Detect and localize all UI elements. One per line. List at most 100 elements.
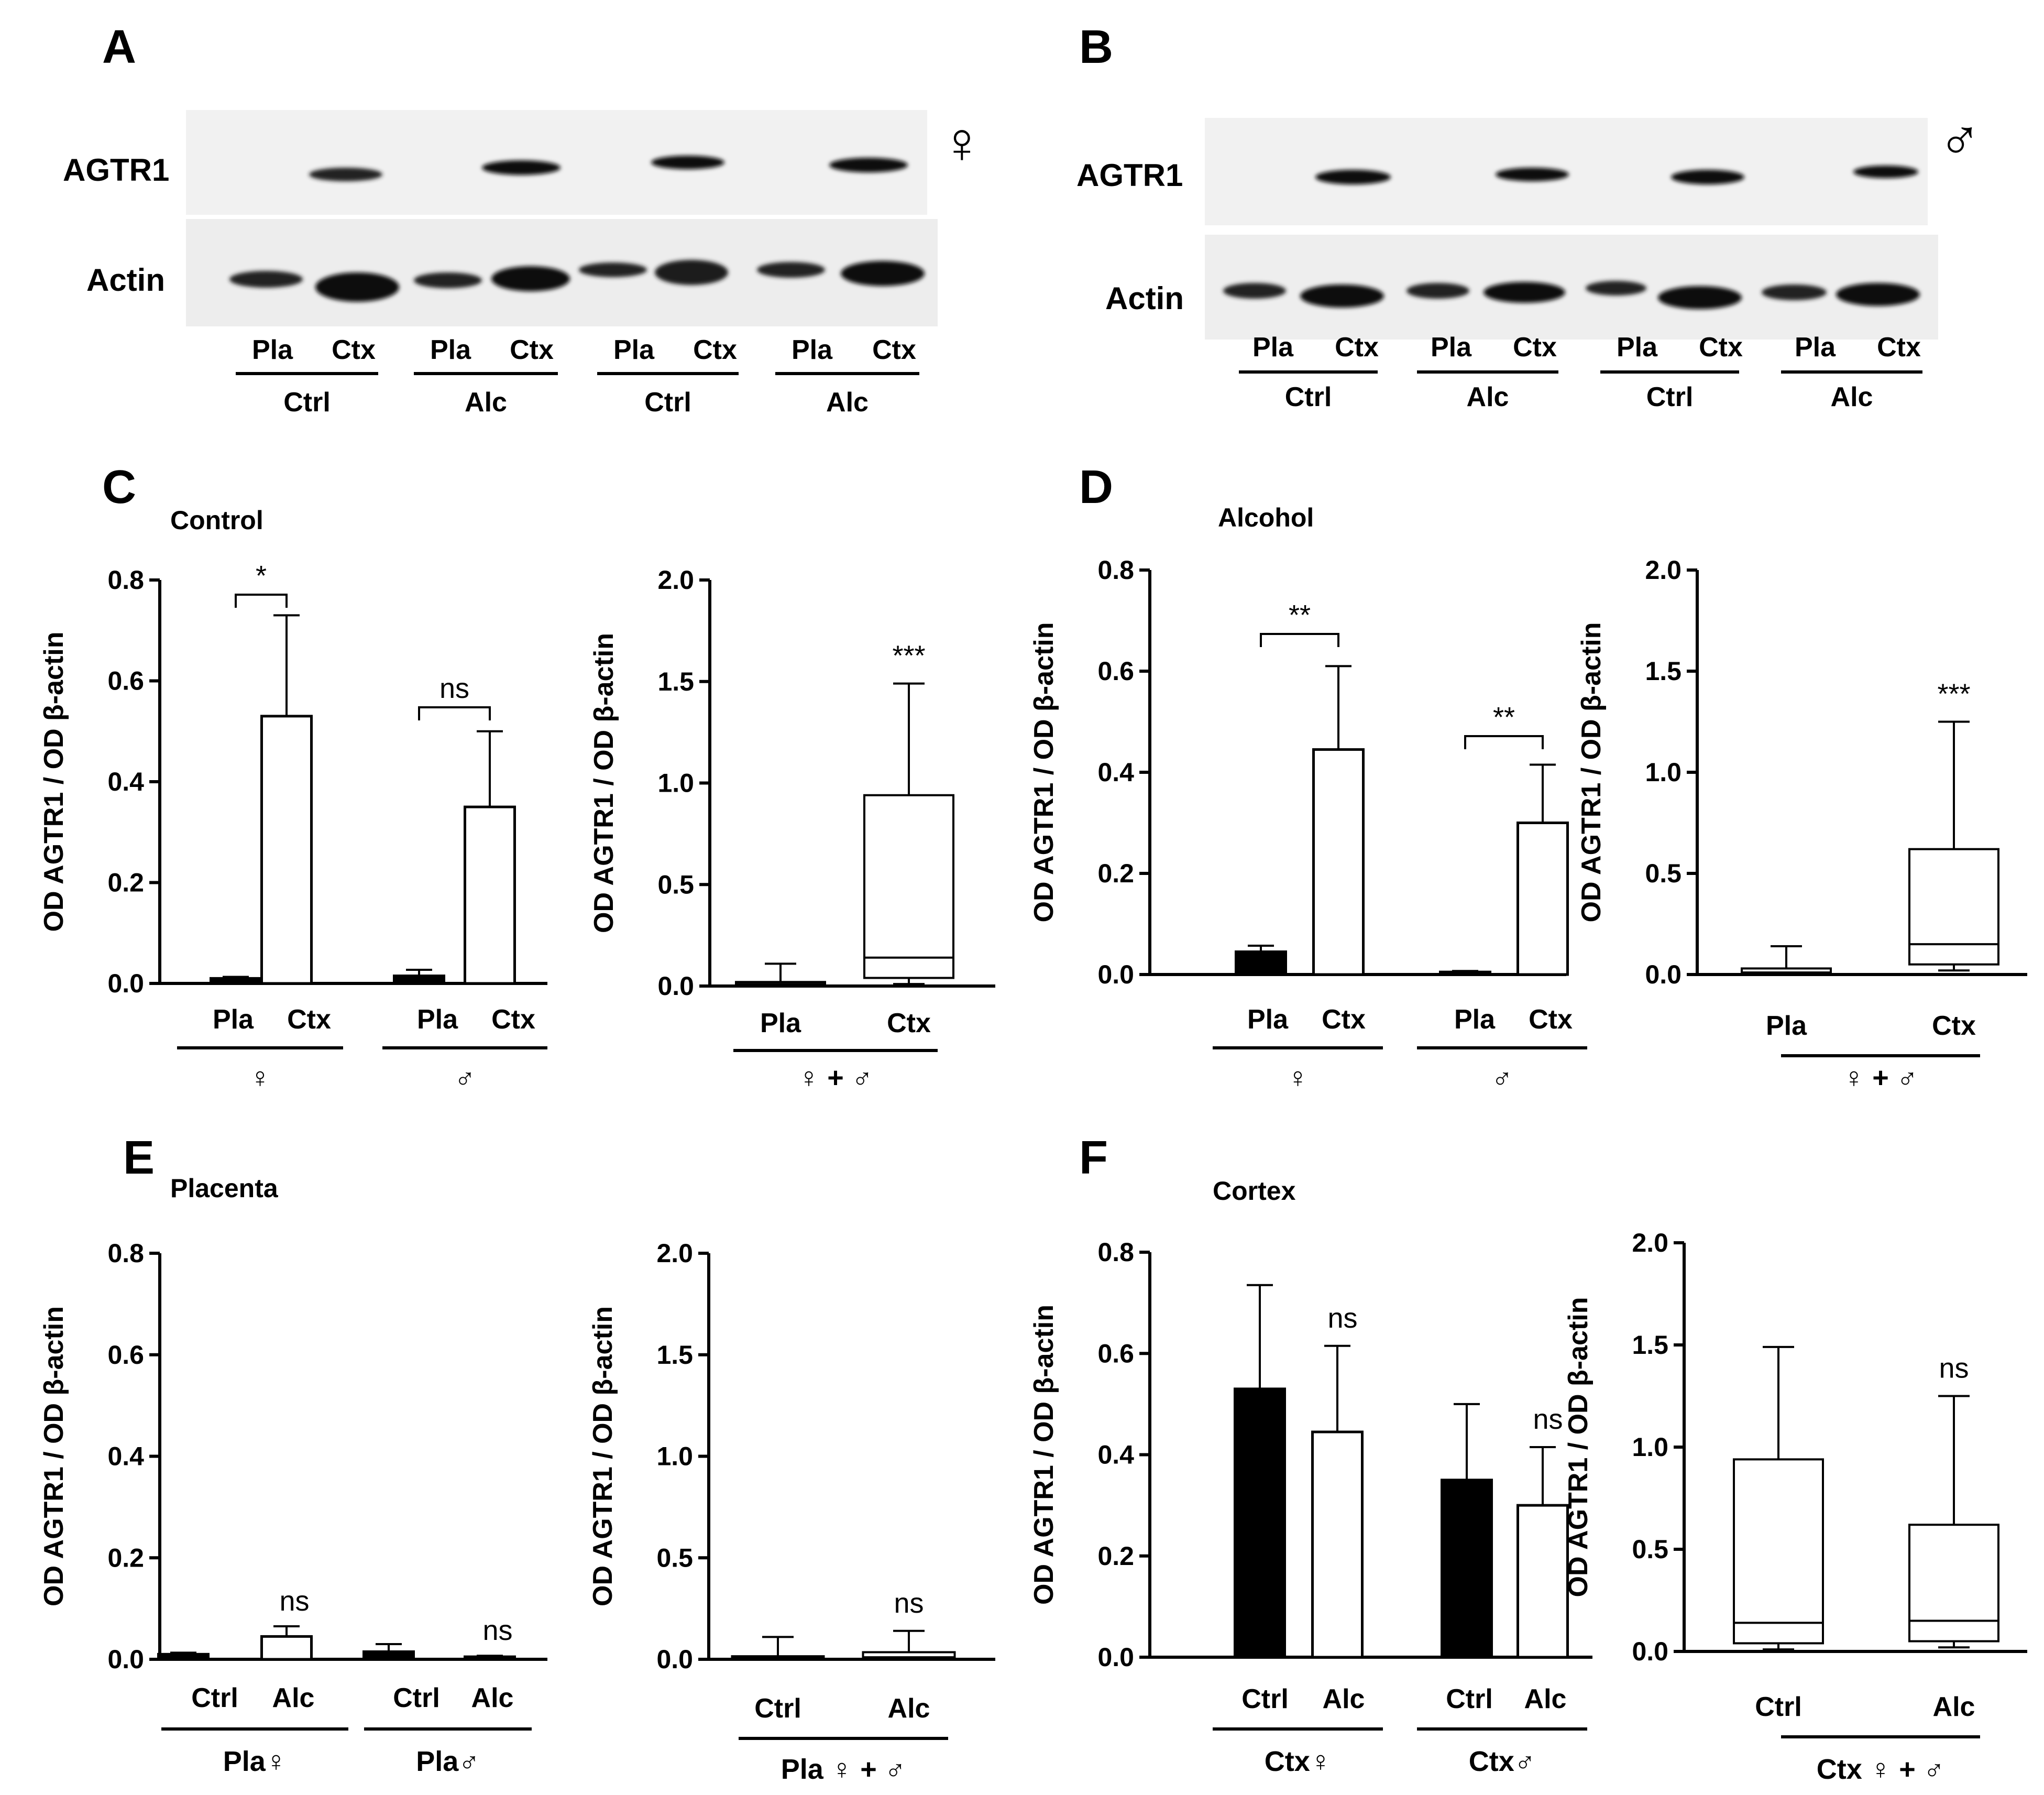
blot-b-lane-1: Pla — [1252, 332, 1294, 363]
c-box-category-2: Ctx — [887, 1008, 931, 1038]
panel-f-title: Cortex — [1213, 1176, 1296, 1206]
blot-a-lane-8: Ctx — [872, 335, 916, 365]
panel-e-title: Placenta — [170, 1174, 279, 1203]
c-bar-ytick-label: 0.8 — [107, 565, 144, 595]
c-bar-category-1-1: Pla — [213, 1004, 254, 1035]
blot-a-sex-symbol: ♀ — [940, 111, 984, 175]
f-box-box-2 — [1908, 1524, 1999, 1643]
f-box-y-axis-label: OD AGTR1 / OD β-actin — [1563, 1297, 1594, 1597]
blot-b-agtr1-strip — [1205, 118, 1928, 225]
band-b-agtr1-1 — [1315, 170, 1391, 184]
d-box-group-label: ♀ + ♂ — [1843, 1062, 1918, 1093]
panel-f-letter: F — [1079, 1132, 1108, 1184]
c-bar-category-1-2: Ctx — [287, 1004, 331, 1035]
f-bar-bar-1-2 — [1311, 1430, 1364, 1659]
f-bar-category-1-2: Alc — [1323, 1684, 1365, 1714]
e-bar-ytick-label: 0.0 — [107, 1645, 144, 1674]
panel-a-blot: A AGTR1 Actin ♀ Pla Ctx Pla Ctx Pla Ctx Pla Ctx… — [63, 21, 984, 418]
c-bar-group-label-1: ♀ — [249, 1062, 271, 1093]
blot-b-group-2: Alc — [1467, 382, 1509, 412]
d-box-chart: 0.0 0.5 1.0 1.5 2.0 OD AGTR1 / OD β-actin Pla C… — [1576, 555, 2027, 1093]
d-bar-group-label-2: ♂ — [1491, 1062, 1513, 1093]
d-bar-bar-2-1 — [1439, 970, 1491, 976]
f-bar-bar-2-1 — [1441, 1479, 1493, 1659]
f-bar-ytick-label: 0.8 — [1097, 1238, 1134, 1267]
e-box-group-label: Pla ♀ + ♂ — [781, 1754, 906, 1785]
c-bar-sig-bracket-2 — [418, 706, 491, 720]
c-box-chart: 0.0 0.5 1.0 1.5 2.0 OD AGTR1 / OD β-actin Pla C… — [589, 565, 995, 1093]
d-box-sig-label-2: *** — [1937, 678, 1970, 710]
band-a-actin-8 — [841, 261, 925, 286]
band-a-actin-1 — [229, 271, 303, 288]
f-bar-group-label-2: Ctx♂ — [1469, 1746, 1536, 1777]
e-bar-category-1-2: Alc — [272, 1683, 315, 1713]
d-bar-ytick-label: 0.4 — [1097, 758, 1134, 787]
c-bar-sig-label-2: ns — [439, 673, 469, 704]
d-bar-group-label-1: ♀ — [1287, 1062, 1309, 1093]
e-bar-bar-2-1 — [362, 1650, 415, 1661]
d-bar-category-2-2: Ctx — [1529, 1004, 1573, 1035]
d-box-category-1: Pla — [1766, 1011, 1807, 1041]
c-box-ytick-label: 2.0 — [657, 565, 694, 595]
e-bar-category-2-1: Ctrl — [393, 1683, 440, 1713]
band-b-actin-2 — [1300, 284, 1384, 308]
blot-a-group-4: Alc — [826, 387, 869, 418]
band-a-actin-7 — [757, 262, 825, 278]
d-bar-bar-1-2 — [1312, 748, 1365, 976]
c-bar-y-axis-label: OD AGTR1 / OD β-actin — [39, 632, 69, 932]
d-box-ytick-label: 1.0 — [1645, 758, 1682, 787]
blot-a-bottom-label: Actin — [86, 262, 165, 298]
e-box-ytick-label: 0.5 — [656, 1543, 693, 1572]
blot-a-bands — [229, 156, 925, 302]
blot-b-lane-7: Pla — [1795, 332, 1836, 363]
band-a-actin-3 — [414, 272, 482, 288]
blot-a-agtr1-strip — [186, 110, 927, 215]
e-bar-bar-1-1 — [157, 1652, 210, 1661]
blot-b-lane-6: Ctx — [1699, 332, 1743, 363]
c-box-ytick-label: 0.5 — [657, 870, 694, 899]
blot-b-lane-3: Pla — [1431, 332, 1472, 363]
blot-a-lane-7: Pla — [792, 335, 833, 365]
d-bar-ytick-label: 0.0 — [1097, 960, 1134, 989]
c-bar-bar-1-1 — [210, 977, 262, 985]
f-bar-bar-2-2 — [1516, 1504, 1569, 1659]
c-bar-sig-bracket-1 — [235, 594, 288, 608]
f-box-ytick-label: 0.0 — [1632, 1637, 1668, 1666]
d-bar-bar-1-1 — [1235, 950, 1287, 976]
f-bar-ytick-label: 0.4 — [1097, 1440, 1134, 1470]
blot-a-lane-2: Ctx — [332, 335, 376, 365]
band-b-actin-8 — [1836, 283, 1920, 306]
c-box-ytick-label: 1.0 — [657, 769, 694, 798]
band-b-actin-3 — [1406, 283, 1469, 299]
f-bar-group-label-1: Ctx♀ — [1265, 1746, 1332, 1777]
e-box-y-axis-label: OD AGTR1 / OD β-actin — [588, 1306, 618, 1606]
f-box-category-2: Alc — [1933, 1692, 1975, 1722]
d-bar-ytick-label: 0.2 — [1097, 859, 1134, 888]
e-bar-group-label-2: Pla♂ — [416, 1746, 480, 1777]
blot-b-bottom-label: Actin — [1105, 281, 1184, 316]
f-box-box-1 — [1733, 1458, 1824, 1645]
e-box-ytick-label: 1.0 — [656, 1442, 693, 1471]
f-bar-category-1-1: Ctrl — [1241, 1684, 1289, 1714]
panel-b-letter: B — [1079, 21, 1113, 73]
c-bar-sig-label-1: * — [256, 560, 267, 592]
c-box-y-axis-label: OD AGTR1 / OD β-actin — [589, 633, 619, 933]
band-b-actin-4 — [1483, 282, 1565, 303]
f-bar-chart: 0.0 0.2 0.4 0.6 0.8 OD AGTR1 / OD β-actin Ctrl… — [1029, 1238, 1592, 1777]
d-bar-ytick-label: 0.6 — [1097, 656, 1134, 686]
f-bar-ytick-label: 0.2 — [1097, 1541, 1134, 1571]
c-box-category-1: Pla — [760, 1008, 801, 1038]
e-box-ytick-label: 2.0 — [656, 1239, 693, 1268]
panel-c-title: Control — [170, 506, 263, 535]
e-box-ytick-label: 0.0 — [656, 1645, 693, 1674]
c-bar-category-2-2: Ctx — [491, 1004, 535, 1035]
d-bar-sig-label-1: ** — [1289, 599, 1311, 631]
d-bar-sig-label-2: ** — [1493, 702, 1515, 733]
d-bar-chart: 0.0 0.2 0.4 0.6 0.8 OD AGTR1 / OD β-actin Pla C… — [1029, 555, 1587, 1093]
f-bar-bar-1-1 — [1234, 1387, 1286, 1659]
f-bar-sig-label-1: ns — [1327, 1303, 1357, 1334]
band-b-actin-6 — [1658, 286, 1742, 309]
blot-a-group-2: Alc — [465, 387, 507, 418]
